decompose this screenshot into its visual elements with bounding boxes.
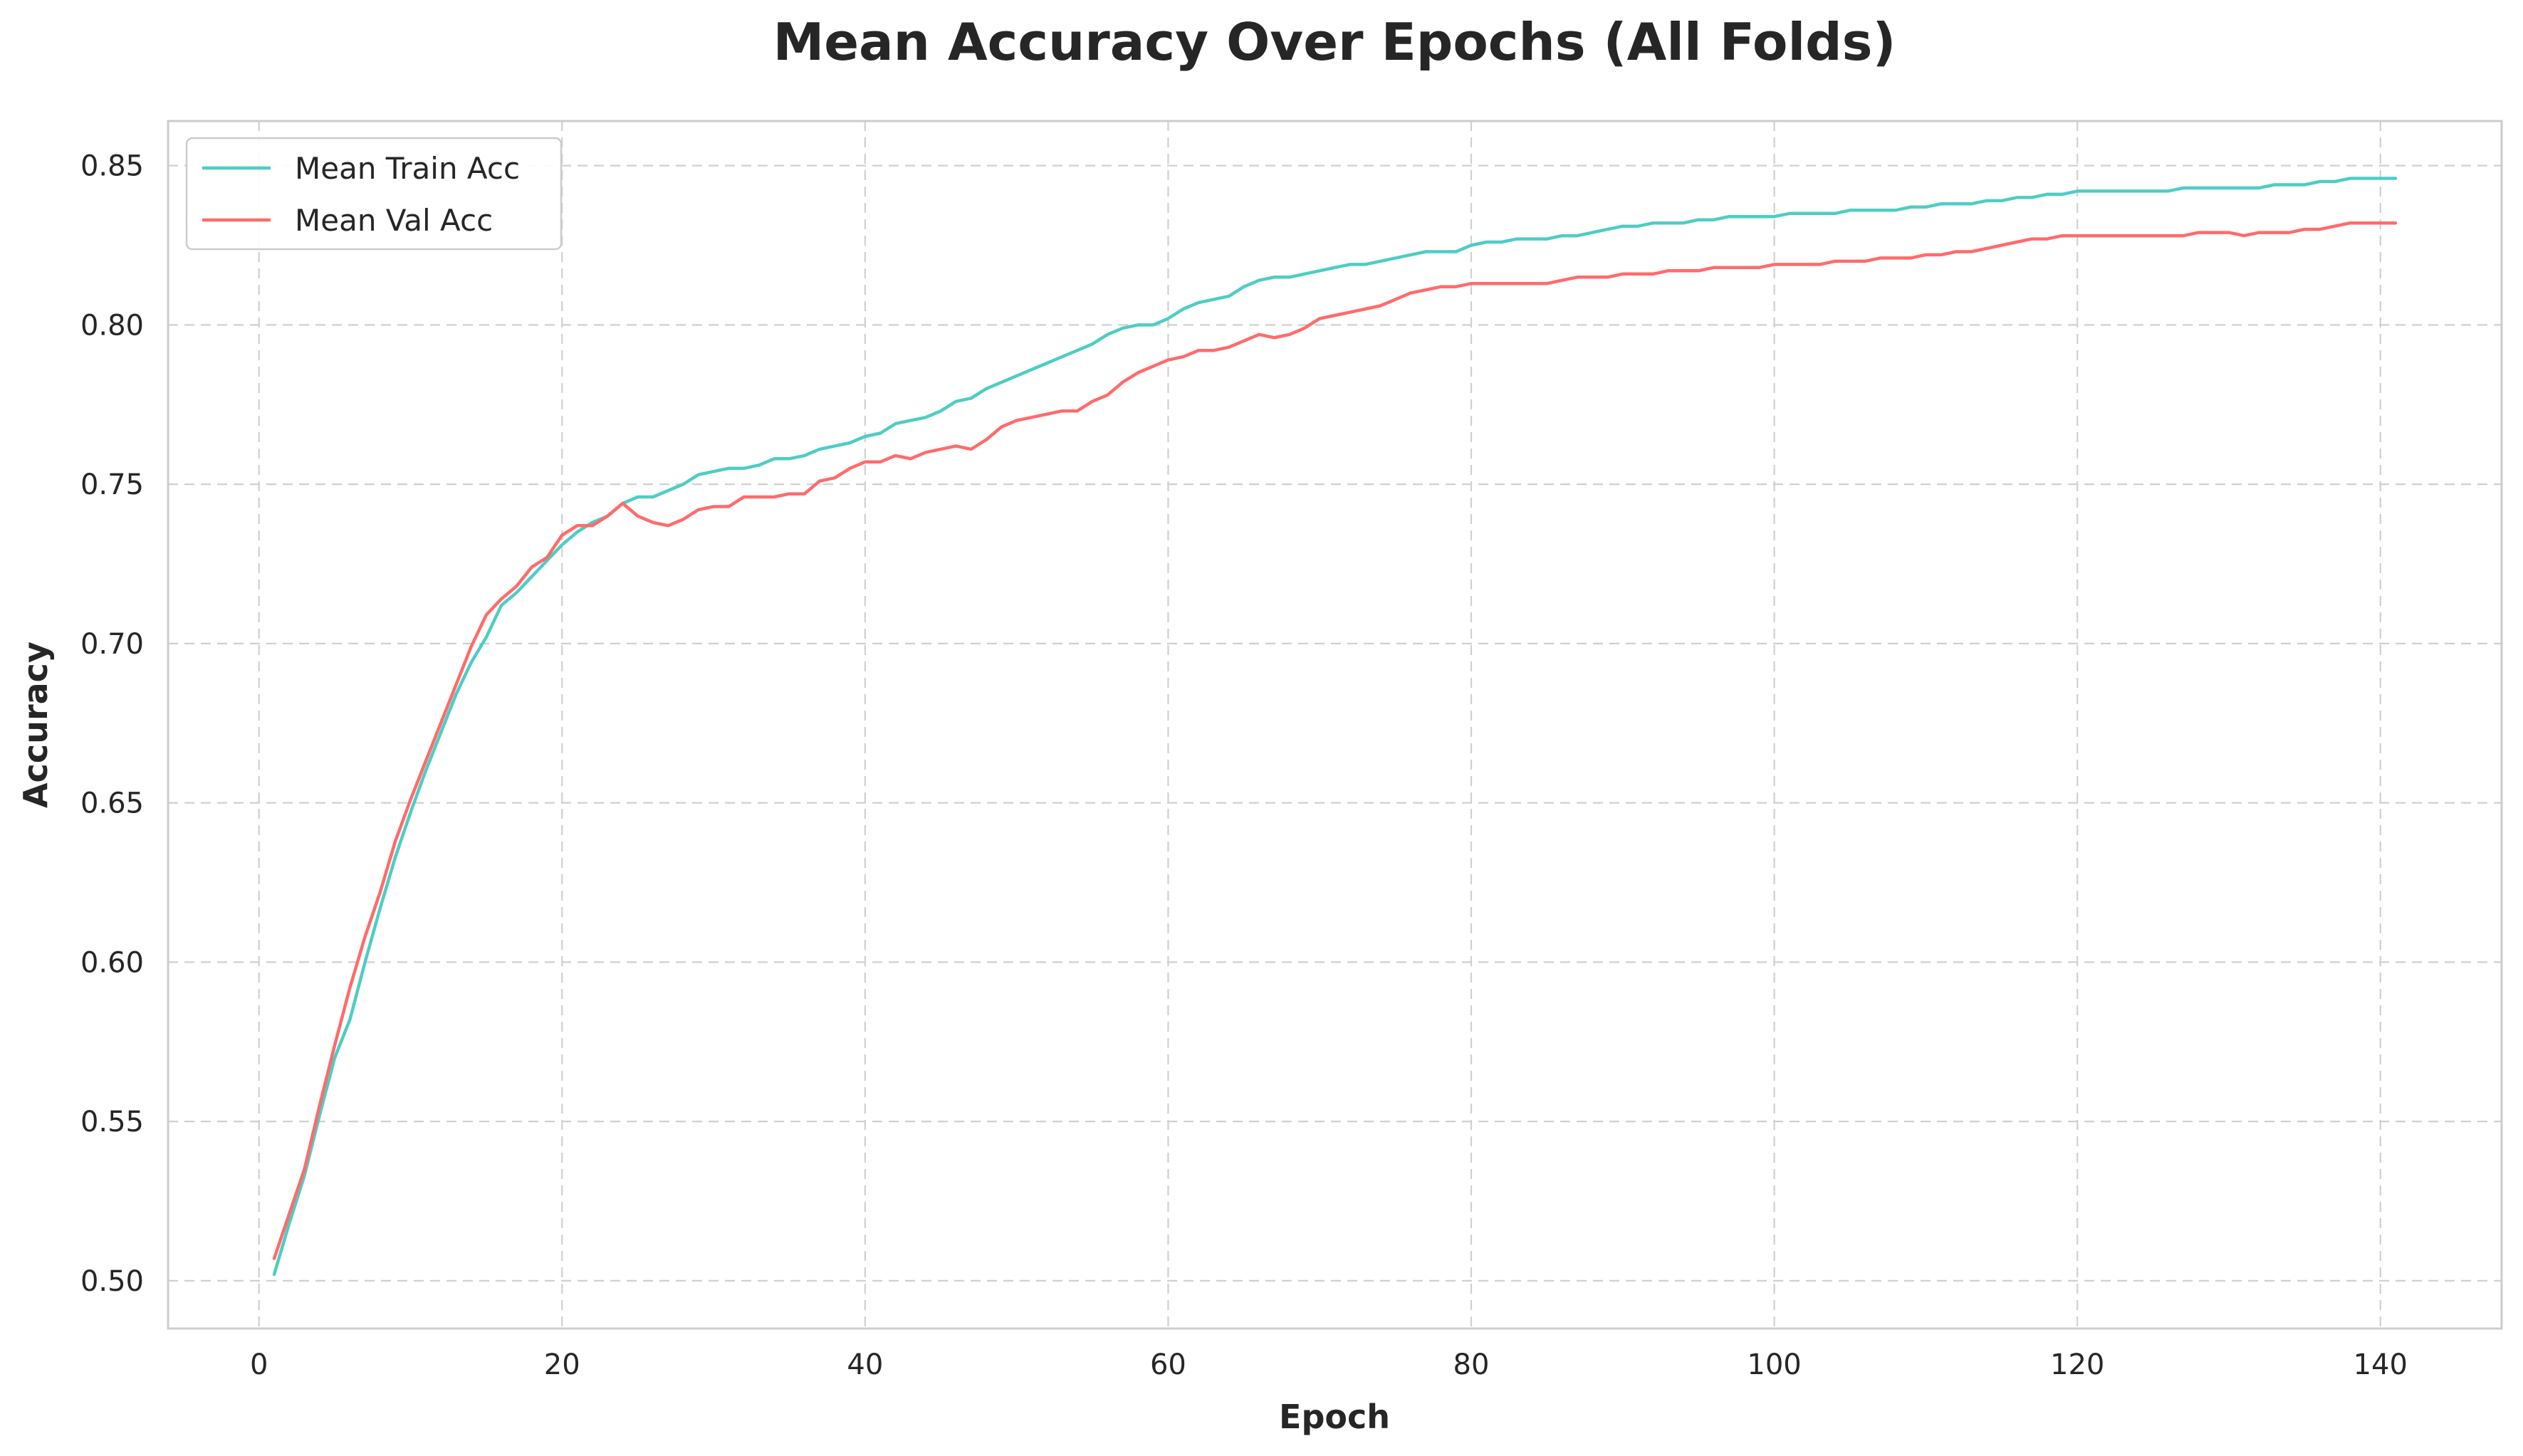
x-tick-label: 120 <box>2050 1348 2104 1381</box>
grid-lines <box>168 121 2502 1329</box>
legend-label: Mean Train Acc <box>295 151 520 186</box>
series-line-val <box>272 221 2398 1260</box>
series-lines <box>272 177 2398 1277</box>
y-tick-label: 0.70 <box>80 628 144 661</box>
y-tick-label: 0.80 <box>80 309 144 342</box>
y-tick-label: 0.65 <box>80 787 144 820</box>
y-tick-label: 0.50 <box>80 1265 144 1298</box>
y-axis-label: Accuracy <box>16 641 55 808</box>
legend: Mean Train Acc Mean Val Acc <box>185 137 563 251</box>
y-tick-label: 0.60 <box>80 946 144 979</box>
x-tick-label: 80 <box>1453 1348 1490 1381</box>
x-axis-label: Epoch <box>1279 1398 1390 1436</box>
x-tick-label: 60 <box>1150 1348 1186 1381</box>
x-tick-label: 40 <box>847 1348 883 1381</box>
legend-box <box>185 137 563 251</box>
legend-label: Mean Val Acc <box>295 203 493 238</box>
x-tick-label: 140 <box>2354 1348 2408 1381</box>
x-tick-label: 0 <box>250 1348 268 1381</box>
axis-ticks: 0 20 40 60 80 100 120 140 0.50 0.55 0.60 0.65 0.70 0.… <box>80 150 2408 1381</box>
y-tick-label: 0.85 <box>80 150 144 183</box>
series-line-train <box>272 177 2398 1277</box>
chart-title: Mean Accuracy Over Epochs (All Folds) <box>773 12 1896 72</box>
x-tick-label: 20 <box>544 1348 580 1381</box>
y-tick-label: 0.75 <box>80 468 144 501</box>
x-tick-label: 100 <box>1747 1348 1801 1381</box>
y-tick-label: 0.55 <box>80 1106 144 1138</box>
plot-area-frame <box>167 120 2503 1330</box>
